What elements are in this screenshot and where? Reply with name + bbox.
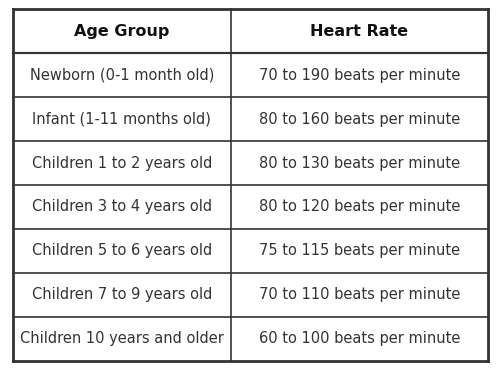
Text: 70 to 110 beats per minute: 70 to 110 beats per minute: [258, 287, 460, 302]
Bar: [231, 97, 487, 141]
Bar: [12, 229, 231, 273]
Text: Children 10 years and older: Children 10 years and older: [20, 331, 224, 346]
Bar: [12, 185, 231, 229]
Bar: [12, 53, 231, 97]
Bar: [231, 229, 487, 273]
Text: Infant (1-11 months old): Infant (1-11 months old): [32, 112, 211, 127]
Bar: [12, 273, 231, 317]
Text: 80 to 120 beats per minute: 80 to 120 beats per minute: [258, 199, 460, 215]
Bar: [231, 9, 487, 53]
Text: Heart Rate: Heart Rate: [310, 24, 408, 39]
Bar: [12, 9, 231, 53]
Text: Children 1 to 2 years old: Children 1 to 2 years old: [32, 155, 212, 171]
Bar: [12, 141, 231, 185]
Bar: [231, 141, 487, 185]
Text: Children 3 to 4 years old: Children 3 to 4 years old: [32, 199, 212, 215]
Text: Children 7 to 9 years old: Children 7 to 9 years old: [32, 287, 212, 302]
Bar: [12, 317, 231, 361]
Text: 70 to 190 beats per minute: 70 to 190 beats per minute: [258, 68, 460, 83]
Bar: [231, 273, 487, 317]
Bar: [231, 185, 487, 229]
Text: Age Group: Age Group: [74, 24, 170, 39]
Bar: [12, 97, 231, 141]
Text: 80 to 160 beats per minute: 80 to 160 beats per minute: [258, 112, 460, 127]
Bar: [231, 53, 487, 97]
Text: 80 to 130 beats per minute: 80 to 130 beats per minute: [258, 155, 460, 171]
Text: 75 to 115 beats per minute: 75 to 115 beats per minute: [258, 243, 460, 258]
Text: Children 5 to 6 years old: Children 5 to 6 years old: [32, 243, 212, 258]
Text: Newborn (0-1 month old): Newborn (0-1 month old): [30, 68, 214, 83]
Bar: [231, 317, 487, 361]
Text: 60 to 100 beats per minute: 60 to 100 beats per minute: [258, 331, 460, 346]
